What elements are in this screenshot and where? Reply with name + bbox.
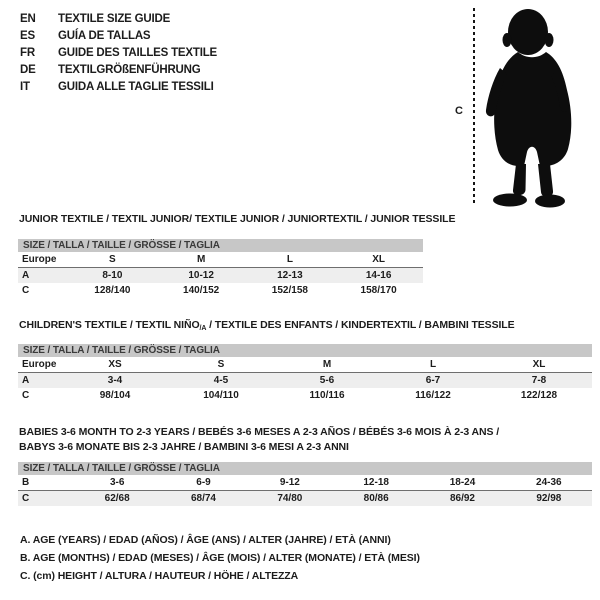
size-header-bar: SIZE / TALLA / TAILLE / GRÖSSE / TAGLIA	[18, 344, 592, 357]
language-row: DE TEXTILGRÖßENFÜHRUNG	[20, 62, 217, 79]
table-cell: 5-6	[319, 375, 335, 386]
table-cell: 98/104	[99, 390, 131, 401]
row-label: Europe	[22, 359, 57, 370]
babies-title-line2: BABYS 3-6 MONATE BIS 2-3 JAHRE / BAMBINI…	[19, 441, 349, 453]
table-cell: XL	[532, 359, 546, 370]
table-cell: 9-12	[279, 477, 300, 488]
table-cell: 10-12	[188, 270, 214, 281]
language-row: ES GUÍA DE TALLAS	[20, 28, 217, 45]
language-code: FR	[20, 47, 35, 59]
babies-table-title: BABIES 3-6 MONTH TO 2-3 YEARS / BEBÉS 3-…	[19, 425, 579, 455]
height-measure-label: C	[455, 105, 463, 117]
table-row-europe: Europe XS S M L XL	[18, 357, 592, 373]
language-row: IT GUIDA ALLE TAGLIE TESSILI	[20, 79, 217, 96]
table-cell: 4-5	[213, 375, 229, 386]
language-label: GUIDA ALLE TAGLIE TESSILI	[58, 81, 214, 93]
row-label: B	[22, 477, 30, 488]
table-cell: S	[217, 359, 225, 370]
table-cell: XL	[372, 254, 386, 265]
table-cell: L	[286, 254, 293, 265]
table-cell: 62/68	[104, 493, 130, 504]
row-label: C	[22, 285, 30, 296]
babies-title-line1: BABIES 3-6 MONTH TO 2-3 YEARS / BEBÉS 3-…	[19, 426, 500, 438]
table-cell: 7-8	[531, 375, 547, 386]
language-code: ES	[20, 30, 35, 42]
language-code: EN	[20, 13, 36, 25]
height-dotted-line	[473, 8, 475, 206]
children-title-text: / TEXTILE DES ENFANTS / KINDERTEXTIL / B…	[206, 319, 515, 331]
table-row-a: A 8-10 10-12 12-13 14-16	[18, 268, 423, 283]
language-label: TEXTILE SIZE GUIDE	[58, 13, 171, 25]
table-row-c: C 128/140 140/152 152/158 158/170	[18, 283, 423, 298]
language-label: TEXTILGRÖßENFÜHRUNG	[58, 64, 201, 76]
table-cell: 3-4	[107, 375, 123, 386]
table-cell: 110/116	[309, 390, 345, 401]
children-table-title: CHILDREN'S TEXTILE / TEXTIL NIÑO/A / TEX…	[19, 319, 515, 332]
table-cell: 24-36	[536, 477, 562, 488]
table-cell: 104/110	[203, 390, 239, 401]
language-code: DE	[20, 64, 36, 76]
note-c: C. (cm) HEIGHT / ALTURA / HAUTEUR / HÖHE…	[20, 570, 299, 582]
language-list: EN TEXTILE SIZE GUIDE ES GUÍA DE TALLAS …	[20, 11, 217, 96]
table-cell: M	[196, 254, 206, 265]
note-b: B. AGE (MONTHS) / EDAD (MESES) / ÂGE (MO…	[20, 552, 420, 564]
table-cell: S	[109, 254, 116, 265]
language-row: EN TEXTILE SIZE GUIDE	[20, 11, 217, 28]
junior-size-table: SIZE / TALLA / TAILLE / GRÖSSE / TAGLIA …	[18, 239, 423, 298]
table-cell: 12-18	[363, 477, 389, 488]
language-label: GUIDE DES TAILLES TEXTILE	[58, 47, 217, 59]
row-label: A	[22, 270, 30, 281]
table-row-a: A 3-4 4-5 5-6 6-7 7-8	[18, 373, 592, 388]
table-cell: 158/170	[360, 285, 397, 296]
table-cell: 18-24	[449, 477, 476, 488]
children-title-subscript: /A	[199, 325, 207, 332]
children-title-text: CHILDREN'S TEXTILE / TEXTIL NIÑO	[19, 319, 200, 331]
row-label: C	[22, 493, 30, 504]
children-size-table: SIZE / TALLA / TAILLE / GRÖSSE / TAGLIA …	[18, 344, 592, 403]
table-row-europe: Europe S M L XL	[18, 252, 423, 268]
junior-table-title: JUNIOR TEXTILE / TEXTIL JUNIOR/ TEXTILE …	[19, 213, 456, 225]
table-cell: 12-13	[277, 270, 303, 281]
row-label: C	[22, 390, 30, 401]
note-a: A. AGE (YEARS) / EDAD (AÑOS) / ÂGE (ANS)…	[20, 534, 391, 546]
table-cell: 86/92	[449, 493, 475, 504]
language-code: IT	[20, 81, 30, 93]
size-header-bar: SIZE / TALLA / TAILLE / GRÖSSE / TAGLIA	[18, 239, 423, 252]
table-cell: 80/86	[363, 493, 389, 504]
table-cell: 116/122	[415, 390, 451, 401]
table-cell: 140/152	[183, 285, 220, 296]
table-cell: 128/140	[94, 285, 131, 296]
babies-size-table: SIZE / TALLA / TAILLE / GRÖSSE / TAGLIA …	[18, 462, 592, 506]
table-cell: 6-7	[425, 375, 441, 386]
language-label: GUÍA DE TALLAS	[58, 30, 151, 42]
table-cell: 68/74	[190, 493, 216, 504]
table-cell: 8-10	[102, 270, 123, 281]
language-row: FR GUIDE DES TAILLES TEXTILE	[20, 45, 217, 62]
table-row-c: C 98/104 104/110 110/116 116/122 122/128	[18, 388, 592, 403]
table-row-b: B 3-6 6-9 9-12 12-18 18-24 24-36	[18, 475, 592, 491]
table-cell: 14-16	[365, 270, 392, 281]
row-label: Europe	[22, 254, 57, 265]
table-cell: 92/98	[536, 493, 562, 504]
size-header-bar: SIZE / TALLA / TAILLE / GRÖSSE / TAGLIA	[18, 462, 592, 475]
table-cell: 3-6	[109, 477, 125, 488]
table-cell: 152/158	[271, 285, 308, 296]
table-row-c: C 62/68 68/74 74/80 80/86 86/92 92/98	[18, 491, 592, 506]
row-label: A	[22, 375, 30, 386]
table-cell: 122/128	[520, 390, 558, 401]
table-cell: M	[322, 359, 332, 370]
footnotes: A. AGE (YEARS) / EDAD (AÑOS) / ÂGE (ANS)…	[20, 531, 420, 585]
table-cell: XS	[108, 359, 122, 370]
table-cell: 6-9	[196, 477, 211, 488]
table-cell: L	[429, 359, 437, 370]
baby-silhouette-icon	[485, 9, 572, 208]
table-cell: 74/80	[277, 493, 303, 504]
